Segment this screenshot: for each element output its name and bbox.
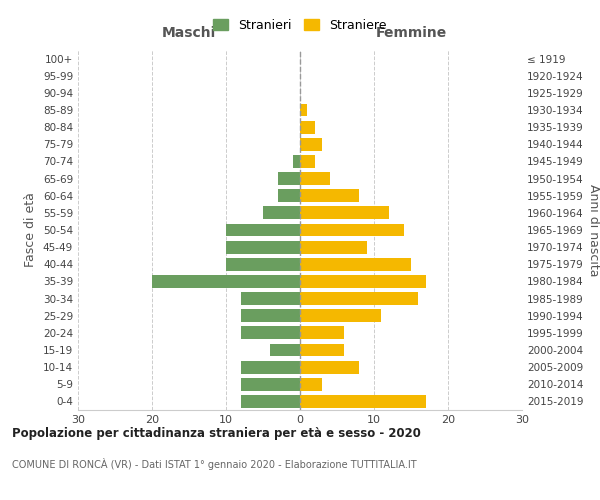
- Text: Maschi: Maschi: [162, 26, 216, 40]
- Bar: [278, 172, 300, 185]
- Bar: [300, 378, 322, 390]
- Bar: [152, 275, 300, 288]
- Bar: [226, 240, 300, 254]
- Bar: [278, 190, 300, 202]
- Bar: [241, 360, 300, 374]
- Bar: [300, 190, 359, 202]
- Bar: [241, 395, 300, 408]
- Bar: [300, 104, 307, 117]
- Bar: [300, 310, 382, 322]
- Bar: [300, 275, 426, 288]
- Y-axis label: Anni di nascita: Anni di nascita: [587, 184, 600, 276]
- Y-axis label: Fasce di età: Fasce di età: [25, 192, 37, 268]
- Bar: [241, 310, 300, 322]
- Bar: [263, 206, 300, 220]
- Bar: [300, 344, 344, 356]
- Bar: [300, 292, 418, 305]
- Bar: [241, 326, 300, 340]
- Bar: [300, 326, 344, 340]
- Bar: [241, 292, 300, 305]
- Text: Femmine: Femmine: [376, 26, 446, 40]
- Text: Popolazione per cittadinanza straniera per età e sesso - 2020: Popolazione per cittadinanza straniera p…: [12, 428, 421, 440]
- Bar: [300, 395, 426, 408]
- Legend: Stranieri, Straniere: Stranieri, Straniere: [208, 14, 392, 37]
- Bar: [300, 360, 359, 374]
- Bar: [293, 155, 300, 168]
- Bar: [271, 344, 300, 356]
- Bar: [300, 206, 389, 220]
- Bar: [300, 224, 404, 236]
- Bar: [300, 155, 315, 168]
- Bar: [300, 240, 367, 254]
- Text: COMUNE DI RONCÀ (VR) - Dati ISTAT 1° gennaio 2020 - Elaborazione TUTTITALIA.IT: COMUNE DI RONCÀ (VR) - Dati ISTAT 1° gen…: [12, 458, 416, 469]
- Bar: [300, 258, 411, 270]
- Bar: [300, 120, 315, 134]
- Bar: [300, 172, 329, 185]
- Bar: [241, 378, 300, 390]
- Bar: [226, 258, 300, 270]
- Bar: [300, 138, 322, 150]
- Bar: [226, 224, 300, 236]
